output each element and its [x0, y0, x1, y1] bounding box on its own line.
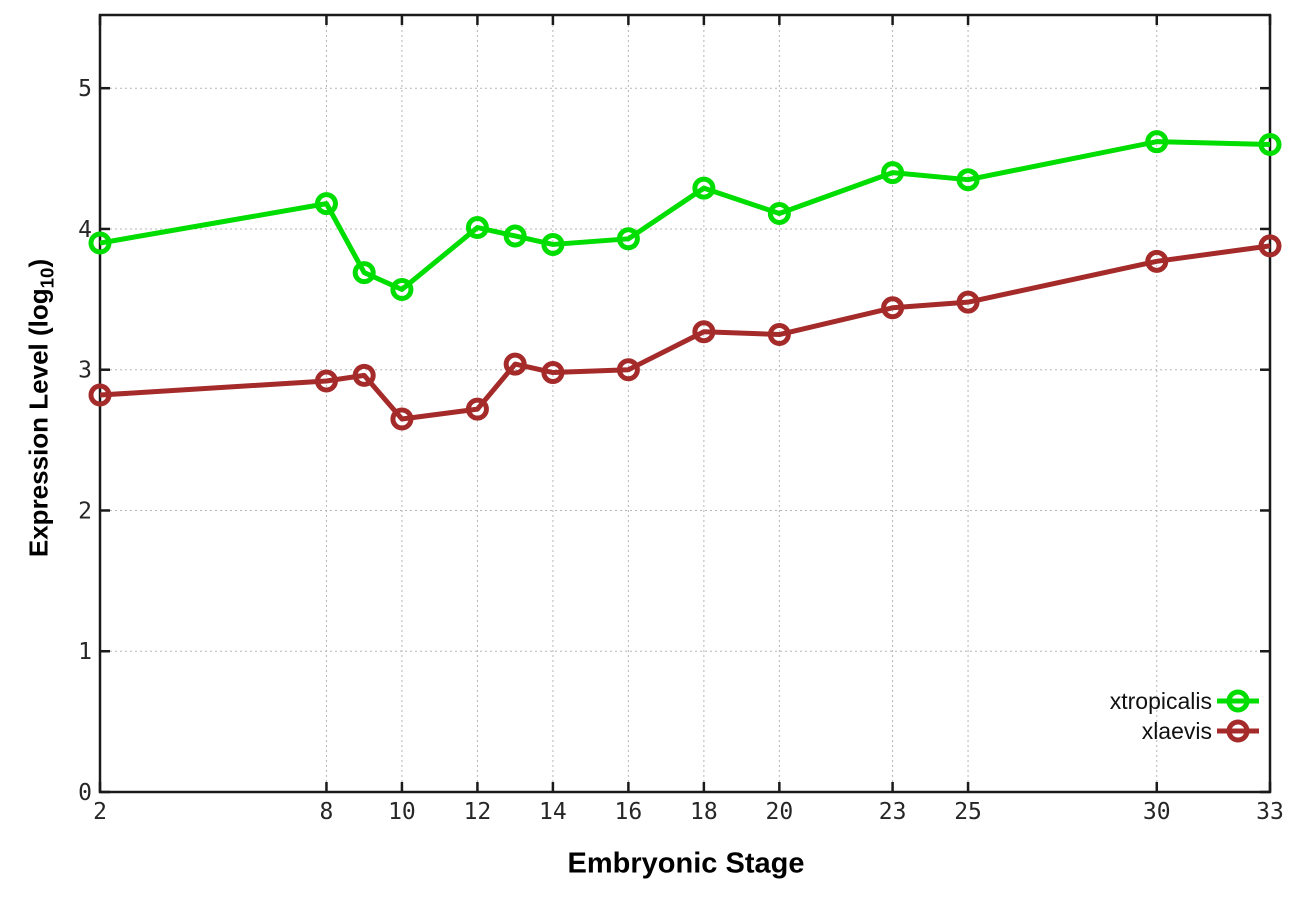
data-point-xlaevis: [541, 361, 565, 385]
x-tick-label: 18: [690, 799, 718, 825]
data-point-xtropicalis: [465, 216, 489, 240]
data-point-xlaevis: [352, 363, 376, 387]
y-axis-label-suffix: ): [23, 258, 54, 268]
data-point-xlaevis: [1258, 234, 1282, 258]
data-point-xlaevis: [465, 397, 489, 421]
x-axis-label: Embryonic Stage: [567, 847, 805, 880]
data-point-xtropicalis: [88, 231, 112, 255]
data-point-xlaevis: [1145, 249, 1169, 273]
x-tick-label: 25: [954, 799, 982, 825]
data-point-xtropicalis: [1258, 133, 1282, 156]
x-tick-label: 8: [320, 799, 334, 825]
data-point-xlaevis: [503, 352, 527, 376]
y-tick-label: 2: [78, 498, 92, 524]
x-tick-label: 10: [388, 799, 416, 825]
data-point-xtropicalis: [767, 201, 791, 225]
x-tick-label: 2: [93, 799, 107, 825]
y-axis-label-text: Expression Level (log: [23, 288, 54, 558]
data-point-xtropicalis: [503, 224, 527, 248]
data-point-xtropicalis: [616, 227, 640, 251]
data-point-xlaevis: [692, 320, 716, 344]
x-tick-label: 16: [615, 799, 643, 825]
data-point-xlaevis: [314, 369, 338, 393]
y-tick-label: 0: [78, 780, 92, 806]
x-tick-label: 14: [539, 799, 567, 825]
data-point-xtropicalis: [314, 192, 338, 216]
y-axis-label: Expression Level (log10): [23, 259, 58, 557]
data-point-xlaevis: [956, 290, 980, 314]
series-line-xlaevis: [99, 243, 1271, 422]
x-tick-label: 30: [1143, 799, 1171, 825]
data-point-xtropicalis: [352, 261, 376, 285]
y-axis-label-subscript: 10: [36, 267, 58, 289]
data-point-xlaevis: [881, 296, 905, 320]
data-point-xtropicalis: [956, 168, 980, 192]
y-tick-label: 4: [78, 217, 92, 243]
data-point-xtropicalis: [881, 161, 905, 185]
data-point-xtropicalis: [541, 232, 565, 256]
plot-border: [98, 13, 1272, 794]
x-tick-label: 33: [1256, 799, 1284, 825]
y-tick-label: 1: [78, 639, 92, 665]
x-tick-label: 12: [464, 799, 492, 825]
data-point-xlaevis: [390, 407, 414, 431]
data-point-xlaevis: [88, 383, 112, 407]
y-tick-label: 5: [78, 76, 92, 102]
data-point-xlaevis: [616, 358, 640, 382]
x-tick-label: 23: [879, 799, 907, 825]
data-point-xtropicalis: [390, 277, 414, 301]
legend-marker-xtropicalis: [1226, 689, 1250, 713]
data-point-xlaevis: [767, 323, 791, 347]
x-tick-label: 20: [766, 799, 794, 825]
data-point-xtropicalis: [692, 176, 716, 200]
series-line-xtropicalis: [99, 139, 1271, 292]
data-point-xtropicalis: [1145, 130, 1169, 154]
legend-label-xtropicalis: xtropicalis: [1110, 688, 1212, 714]
y-tick-label: 3: [78, 358, 92, 384]
legend-marker-xlaevis: [1226, 719, 1250, 743]
legend-label-xlaevis: xlaevis: [1142, 718, 1212, 744]
